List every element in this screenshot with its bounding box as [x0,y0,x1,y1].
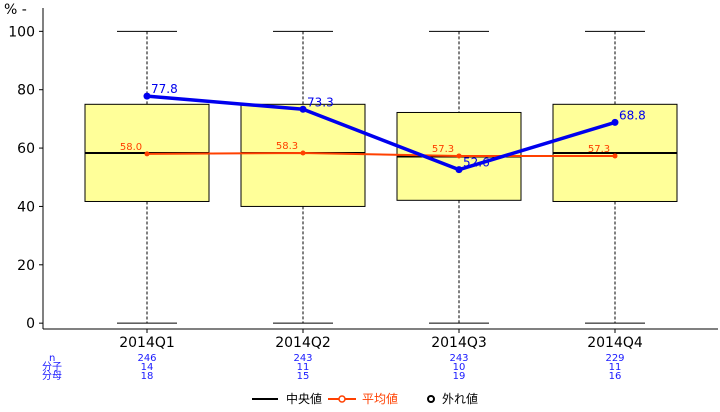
series-lines-group: 58.0 58.3 57.3 57.3 77.8 73.3 52.6 68.8 [120,82,646,174]
stats-value: 229 [605,353,624,364]
blue-series-line [146,94,616,172]
mean-point [144,151,150,157]
stats-value: 11 [609,362,622,373]
blue-point [455,166,463,174]
mean-data-label: 58.3 [276,141,298,152]
stats-row-label: 分母 [42,370,62,382]
y-tick-label: 40 [17,199,35,215]
stats-value: 246 [137,353,156,364]
mean-point [456,153,462,159]
x-tick-label: 2014Q2 [275,335,331,351]
y-tick-label: 20 [17,258,35,274]
stats-value: 243 [449,353,468,364]
stats-value: 16 [609,371,622,382]
y-tick-label: 100 [8,24,35,40]
blue-data-label: 73.3 [307,95,334,109]
mean-data-label: 58.0 [120,142,142,153]
y-tick-label: 0 [26,316,35,332]
stats-row-label: 分子 [42,361,62,373]
axes-group: 0 20 40 60 80 100 2014Q1 2014Q2 2014Q3 2014Q4 [8,8,718,351]
stats-value: 243 [293,353,312,364]
blue-point [299,105,307,113]
x-tick-label: 2014Q4 [587,335,643,351]
x-tick-label: 2014Q3 [431,335,487,351]
blue-data-label: 77.8 [151,82,178,96]
x-tick-label: 2014Q1 [119,335,175,351]
mean-series-line [146,152,615,157]
boxes-group [84,30,678,324]
legend-median-label: 中央値 [286,391,322,406]
blue-data-label: 68.8 [619,108,646,122]
mean-point [612,153,618,159]
stats-value: 15 [297,371,310,382]
legend-mean-label: 平均値 [362,391,398,406]
blue-point [611,118,619,126]
mean-data-label: 57.3 [588,144,610,155]
stats-row-label: n [49,353,55,364]
stats-value: 11 [297,362,310,373]
y-tick-label: 80 [17,83,35,99]
stats-value: 19 [453,371,466,382]
legend-mean-marker [338,395,346,403]
mean-data-label: 57.3 [432,144,454,155]
legend-outlier-marker [427,395,435,403]
stats-value: 10 [453,362,466,373]
blue-point [143,92,151,100]
mean-point [300,150,306,156]
stats-value: 18 [141,371,154,382]
y-tick-label: 60 [17,141,35,157]
stats-value: 14 [141,362,154,373]
blue-data-label: 52.6 [463,156,490,170]
stats-table-group: n 246 243 243 229 分子 14 11 10 11 分母 18 15 19 16 [42,353,625,382]
legend-outlier-label: 外れ値 [442,391,478,406]
legend-group: 中央値 平均値 外れ値 [252,391,478,406]
y-unit-label: % - [4,2,27,18]
